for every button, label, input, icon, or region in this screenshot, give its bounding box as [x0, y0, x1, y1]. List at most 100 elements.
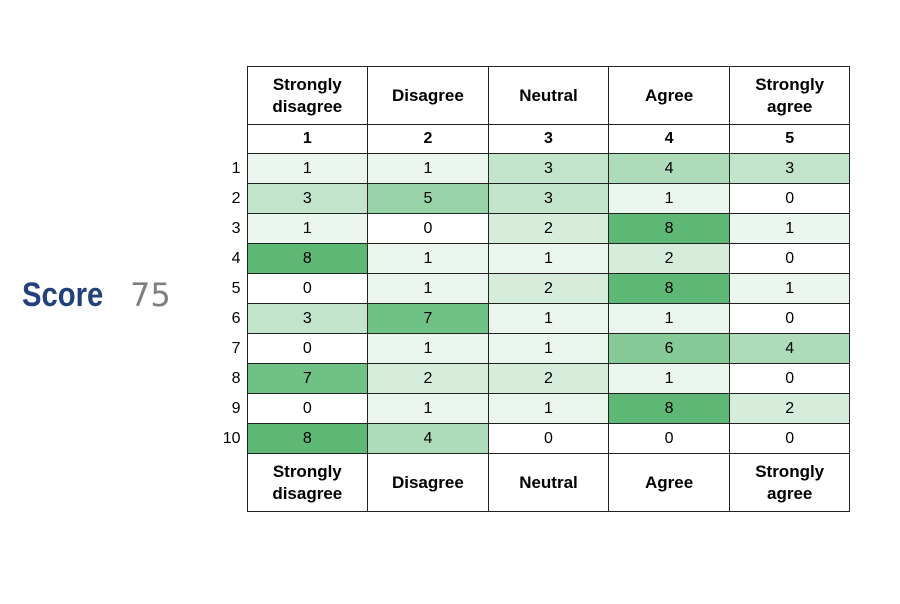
- heatmap-cell: 1: [487, 393, 610, 424]
- heatmap-cell: 2: [608, 243, 730, 274]
- heatmap-cell: 4: [367, 423, 489, 454]
- heatmap-cell: 4: [608, 153, 730, 184]
- heatmap-cell: 1: [608, 183, 730, 214]
- column-footer: Disagree: [367, 453, 489, 512]
- heatmap-cell: 0: [246, 393, 369, 424]
- footer-row: Strongly disagree Disagree Neutral Agree Str…: [207, 453, 851, 512]
- row-label: 7: [231, 339, 241, 357]
- heatmap-cell: 1: [246, 153, 369, 184]
- heatmap-cell: 2: [367, 363, 489, 394]
- heatmap-cell: 3: [487, 183, 610, 214]
- heatmap-cell: 0: [728, 423, 851, 454]
- heatmap-cell: 1: [367, 333, 489, 364]
- heatmap-cell: 4: [728, 333, 851, 364]
- score-value: 75: [130, 276, 171, 314]
- row-label: 8: [231, 369, 241, 387]
- heatmap-cell: 0: [728, 243, 851, 274]
- row-label: 6: [231, 309, 241, 327]
- column-footer-label: Neutral: [519, 472, 578, 492]
- column-footer-label: Strongly agree: [755, 461, 825, 503]
- heatmap-cell: 0: [728, 363, 851, 394]
- heatmap-cell: 0: [246, 333, 369, 364]
- heatmap-cell: 0: [608, 423, 730, 454]
- heatmap-cell: 8: [608, 273, 730, 304]
- heatmap-cell: 8: [246, 423, 369, 454]
- heatmap-cell: 0: [246, 273, 369, 304]
- heatmap-cell: 7: [367, 303, 489, 334]
- column-footer: Strongly disagree: [246, 453, 369, 512]
- column-header: Disagree: [367, 66, 489, 125]
- heatmap-cell: 8: [608, 393, 730, 424]
- heatmap-cell: 5: [367, 183, 489, 214]
- heatmap-cell: 1: [728, 213, 851, 244]
- heatmap-cell: 0: [367, 213, 489, 244]
- heatmap-cell: 3: [487, 153, 610, 184]
- heatmap-cell: 2: [487, 213, 610, 244]
- column-footer-label: Strongly disagree: [272, 461, 343, 503]
- header-row: Strongly disagree Disagree Neutral Agree Str…: [207, 66, 851, 125]
- column-footer-label: Agree: [644, 472, 694, 492]
- heatmap-cell: 2: [728, 393, 851, 424]
- heatmap-cell: 2: [487, 273, 610, 304]
- column-footer: Neutral: [487, 453, 610, 512]
- heatmap-cell: 1: [367, 243, 489, 274]
- heatmap-cell: 3: [728, 153, 851, 184]
- heatmap-cell: 1: [608, 363, 730, 394]
- score-label: Score: [22, 276, 104, 314]
- heatmap-cell: 0: [487, 423, 610, 454]
- heatmap-cell: 1: [246, 213, 369, 244]
- row-label: 5: [231, 279, 241, 297]
- column-number: 2: [367, 124, 489, 154]
- row-label: 9: [231, 399, 241, 417]
- heatmap-cell: 1: [487, 243, 610, 274]
- column-number: 5: [728, 124, 851, 154]
- heatmap-cell: 3: [246, 303, 369, 334]
- column-header: Agree: [608, 66, 730, 125]
- heatmap-cell: 1: [367, 153, 489, 184]
- column-header-label: Disagree: [391, 85, 464, 105]
- corner-cell: [207, 67, 247, 125]
- column-header: Strongly agree: [728, 66, 851, 125]
- corner-cell: [207, 454, 247, 512]
- heatmap-cell: 1: [367, 393, 489, 424]
- heatmap-cell: 7: [246, 363, 369, 394]
- column-footer: Agree: [608, 453, 730, 512]
- heatmap-cell: 1: [487, 333, 610, 364]
- column-header: Neutral: [487, 66, 610, 125]
- column-header-label: Strongly agree: [755, 74, 825, 116]
- heatmap-cell: 2: [487, 363, 610, 394]
- column-footer: Strongly agree: [728, 453, 851, 512]
- row-label: 2: [231, 189, 241, 207]
- row-label: 3: [231, 219, 241, 237]
- row-label: 10: [222, 429, 241, 447]
- heatmap-cell: 1: [608, 303, 730, 334]
- column-header-label: Neutral: [519, 85, 578, 105]
- heatmap-cell: 3: [246, 183, 369, 214]
- heatmap-cell: 1: [728, 273, 851, 304]
- corner-cell: [207, 125, 247, 154]
- column-number: 3: [487, 124, 610, 154]
- heatmap-cell: 8: [608, 213, 730, 244]
- heatmap-cell: 1: [487, 303, 610, 334]
- heatmap-cell: 1: [367, 273, 489, 304]
- column-number: 4: [608, 124, 730, 154]
- heatmap-cell: 6: [608, 333, 730, 364]
- response-heatmap-table: Strongly disagree Disagree Neutral Agree Str…: [207, 66, 851, 512]
- score-display: Score 75: [22, 276, 171, 315]
- heatmap-cell: 0: [728, 303, 851, 334]
- data-row: 10 8 4 0 0 0: [207, 423, 851, 454]
- column-number: 1: [246, 124, 369, 154]
- column-header-label: Agree: [644, 85, 694, 105]
- heatmap-cell: 0: [728, 183, 851, 214]
- row-label: 4: [231, 249, 241, 267]
- column-footer-label: Disagree: [391, 472, 464, 492]
